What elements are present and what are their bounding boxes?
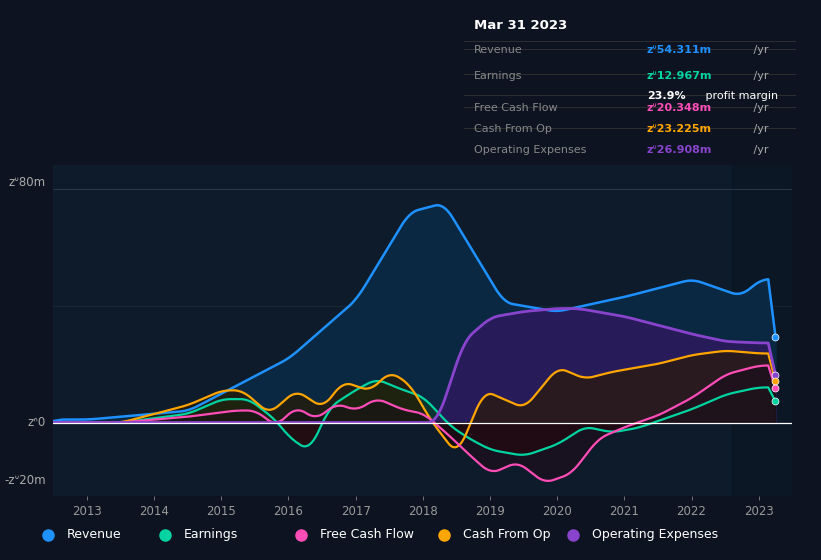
Text: Cash From Op: Cash From Op <box>463 528 551 542</box>
Text: zᐡ80m: zᐡ80m <box>9 176 46 189</box>
Text: /yr: /yr <box>750 103 768 113</box>
Text: -zᐡ20m: -zᐡ20m <box>4 474 46 488</box>
Bar <box>732 165 792 496</box>
Text: zᐡ26.908m: zᐡ26.908m <box>647 145 712 155</box>
Text: Free Cash Flow: Free Cash Flow <box>474 103 557 113</box>
Text: zᐡ12.967m: zᐡ12.967m <box>647 71 713 81</box>
Text: profit margin: profit margin <box>702 91 777 101</box>
Text: Operating Expenses: Operating Expenses <box>592 528 718 542</box>
Text: /yr: /yr <box>750 124 768 134</box>
Text: zᐡ23.225m: zᐡ23.225m <box>647 124 712 134</box>
Text: 23.9%: 23.9% <box>647 91 686 101</box>
Text: Mar 31 2023: Mar 31 2023 <box>474 18 567 31</box>
Text: zᐡ54.311m: zᐡ54.311m <box>647 45 712 55</box>
Text: Revenue: Revenue <box>67 528 122 542</box>
Text: /yr: /yr <box>750 45 768 55</box>
Text: /yr: /yr <box>750 145 768 155</box>
Text: /yr: /yr <box>750 71 768 81</box>
Text: zᐡ20.348m: zᐡ20.348m <box>647 103 712 113</box>
Text: Operating Expenses: Operating Expenses <box>474 145 586 155</box>
Text: zᐢ0: zᐢ0 <box>28 416 46 429</box>
Text: Revenue: Revenue <box>474 45 523 55</box>
Text: Earnings: Earnings <box>184 528 238 542</box>
Text: Cash From Op: Cash From Op <box>474 124 552 134</box>
Text: Free Cash Flow: Free Cash Flow <box>320 528 414 542</box>
Text: Earnings: Earnings <box>474 71 522 81</box>
